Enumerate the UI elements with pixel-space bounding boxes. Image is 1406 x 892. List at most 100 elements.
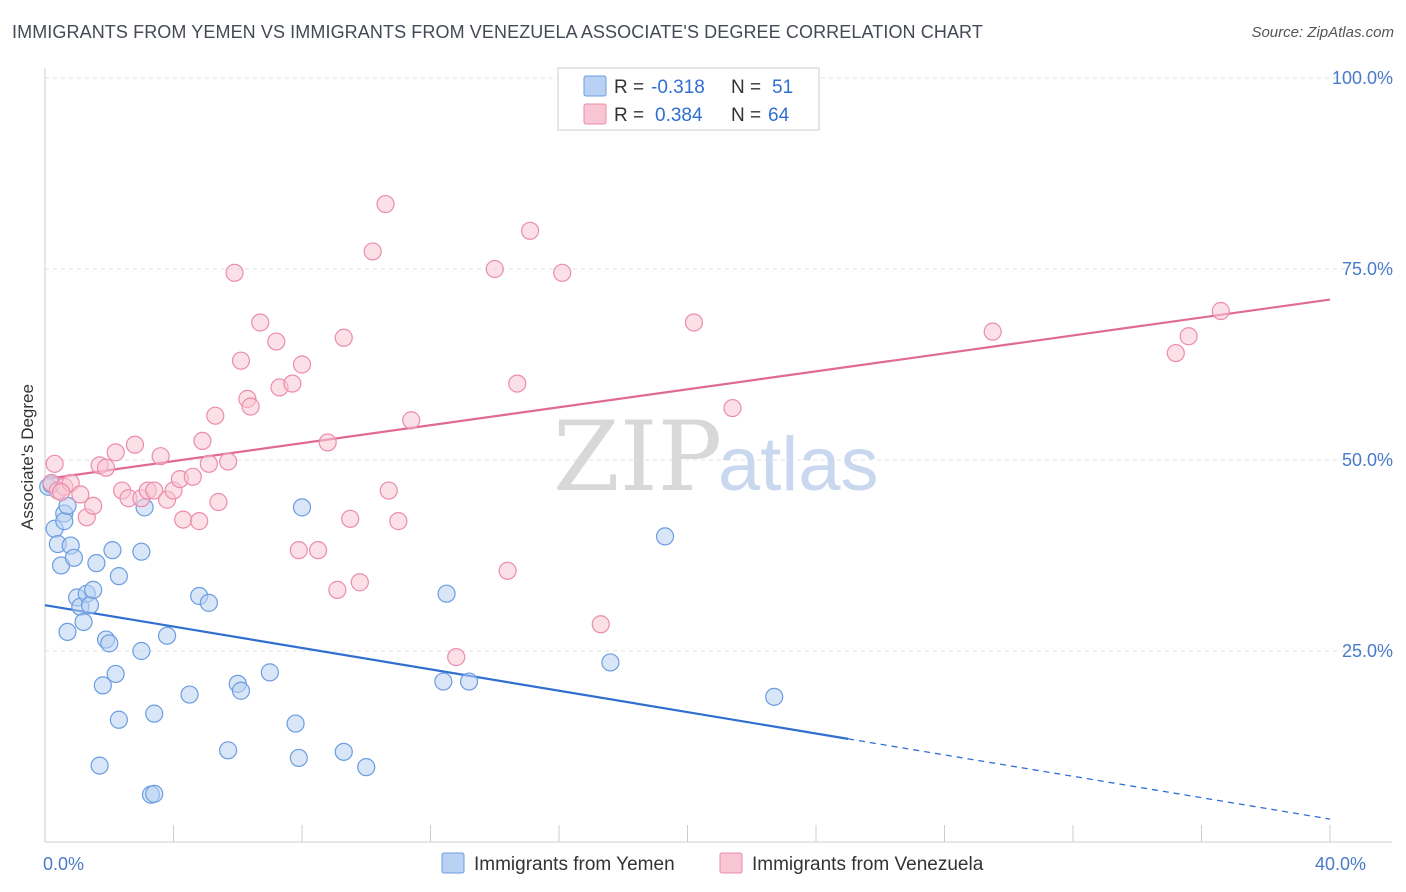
- point-s1-38: [292, 355, 312, 374]
- point-s0-18: [93, 676, 112, 695]
- legend-r-value-2: 0.384: [655, 105, 703, 126]
- point-s0-31: [157, 626, 177, 645]
- point-s1-21: [174, 510, 193, 529]
- point-s0-15: [84, 580, 103, 599]
- point-s1-16: [145, 481, 164, 500]
- series-legend: Immigrants from Yemen Immigrants from Ve…: [441, 852, 984, 875]
- legend-swatch-yemen: [583, 75, 607, 97]
- point-s1-32: [241, 397, 260, 416]
- point-s0-47: [601, 653, 620, 672]
- point-s0-17: [90, 756, 109, 775]
- point-s1-56: [591, 615, 610, 634]
- point-s1-53: [508, 374, 527, 393]
- point-s1-57: [684, 313, 704, 332]
- point-s1-47: [379, 481, 398, 500]
- point-s0-38: [260, 663, 279, 682]
- series-label-venezuela: Immigrants from Venezuela: [752, 854, 984, 875]
- point-s1-40: [318, 433, 337, 452]
- point-s1-49: [402, 411, 421, 430]
- point-s1-55: [553, 263, 572, 282]
- point-s1-25: [199, 454, 218, 473]
- legend-r-label-2: R =: [614, 105, 644, 126]
- legend-r-label-1: R =: [614, 77, 644, 98]
- point-s1-44: [350, 573, 369, 592]
- point-s1-60: [1166, 343, 1185, 363]
- point-s0-37: [231, 681, 251, 700]
- point-s1-9: [96, 458, 116, 477]
- point-s0-40: [289, 748, 308, 768]
- axes: [44, 68, 1392, 843]
- point-s0-23: [109, 567, 128, 586]
- point-s0-25: [132, 641, 151, 661]
- point-s1-29: [225, 263, 244, 282]
- point-s1-10: [106, 443, 125, 462]
- point-s0-44: [434, 672, 453, 691]
- point-s1-27: [209, 492, 228, 512]
- series-swatch-venezuela: [719, 852, 743, 874]
- trend-line-extension-0: [848, 738, 1331, 820]
- chart-title: IMMIGRANTS FROM YEMEN VS IMMIGRANTS FROM…: [12, 22, 983, 42]
- y-axis-label: Associate's Degree: [18, 384, 37, 530]
- point-s1-33: [251, 313, 270, 332]
- series-swatch-yemen: [441, 852, 465, 874]
- point-s0-30: [145, 704, 164, 723]
- point-s1-61: [1179, 327, 1198, 346]
- point-s1-51: [485, 259, 504, 279]
- point-s1-62: [1211, 301, 1230, 321]
- point-s1-58: [723, 398, 742, 418]
- point-s0-5: [55, 512, 74, 531]
- point-s1-54: [520, 221, 540, 240]
- legend-n-label-2: N =: [731, 105, 761, 126]
- point-s1-22: [183, 467, 202, 486]
- point-s0-22: [106, 664, 125, 684]
- watermark-zip: ZIP: [553, 401, 722, 513]
- point-s1-28: [219, 452, 238, 471]
- point-s1-45: [363, 242, 382, 261]
- point-s0-34: [199, 593, 218, 612]
- point-s0-42: [334, 742, 353, 761]
- point-s1-41: [328, 580, 347, 599]
- legend-n-value-2: 64: [768, 105, 790, 126]
- source-label: Source: ZipAtlas.com: [1251, 24, 1394, 41]
- point-s1-26: [206, 406, 225, 425]
- point-s1-42: [334, 328, 353, 347]
- point-s0-26: [132, 542, 151, 561]
- point-s1-34: [267, 332, 286, 351]
- point-s0-43: [357, 758, 376, 777]
- point-s1-46: [376, 194, 395, 214]
- watermark-atlas: atlas: [718, 422, 879, 507]
- point-s0-35: [219, 741, 238, 760]
- x-tick-label-0: 0.0%: [43, 854, 84, 874]
- point-s1-52: [498, 561, 517, 580]
- point-s1-43: [341, 509, 360, 528]
- point-s1-59: [983, 322, 1002, 341]
- stats-legend: R = -0.318 N = 51 R = 0.384 N = 64: [557, 67, 820, 131]
- point-s0-21: [103, 541, 122, 560]
- point-s0-41: [292, 498, 312, 517]
- point-s1-23: [190, 512, 209, 531]
- point-s0-29: [145, 784, 164, 803]
- x-tick-label-1: 40.0%: [1315, 854, 1366, 874]
- point-s1-48: [389, 512, 408, 531]
- point-s1-50: [447, 648, 466, 667]
- data-points: [39, 194, 1230, 804]
- point-s0-45: [437, 584, 456, 603]
- point-s0-32: [180, 685, 199, 704]
- point-s1-1: [45, 454, 64, 473]
- point-s1-13: [125, 435, 145, 454]
- y-tick-label-0: 25.0%: [1342, 641, 1393, 661]
- trend-line-1: [44, 298, 1331, 481]
- point-s1-24: [193, 431, 212, 450]
- point-s0-39: [286, 714, 305, 733]
- point-s0-24: [109, 710, 128, 729]
- point-s0-14: [80, 596, 100, 615]
- legend-r-value-1: -0.318: [651, 77, 705, 98]
- point-s0-46: [459, 672, 479, 691]
- point-s0-7: [58, 622, 77, 642]
- legend-swatch-venezuela: [583, 103, 607, 125]
- y-tick-label-1: 50.0%: [1342, 450, 1393, 470]
- point-s1-5: [71, 485, 90, 504]
- point-s0-16: [87, 554, 106, 573]
- point-s0-48: [655, 527, 675, 546]
